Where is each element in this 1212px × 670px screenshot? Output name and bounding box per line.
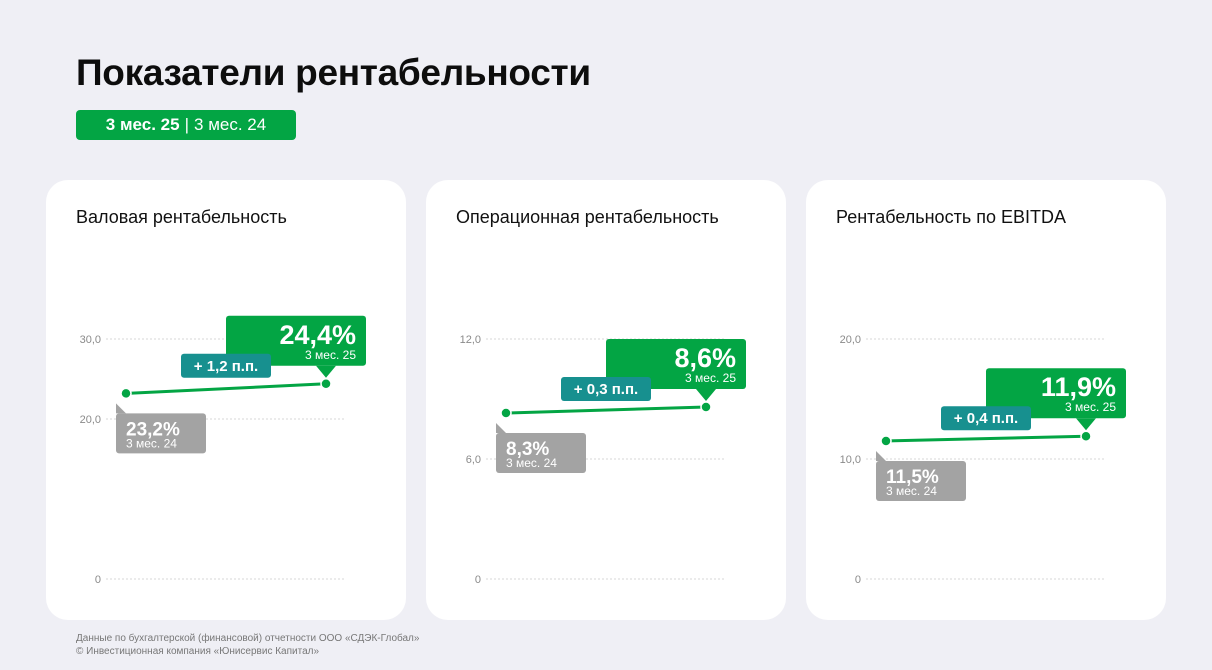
chart-title: Рентабельность по EBITDA <box>836 207 1066 227</box>
current-label-pointer <box>1076 418 1096 431</box>
current-period-label: 3 мес. 25 <box>1065 400 1116 414</box>
prev-period-label: 3 мес. 24 <box>126 436 177 450</box>
current-label-pointer <box>696 389 716 401</box>
data-point-prev <box>120 387 132 400</box>
current-value-label: 8,6% <box>674 343 736 373</box>
period-current-label: 3 мес. 25 <box>105 115 180 134</box>
chart-svg-operating-margin: 12,0 6,0 0 8,3%3 мес. 24 8,6%3 мес. 25 + 0,3 … <box>460 334 746 586</box>
prev-value-box <box>496 433 586 473</box>
data-point-current <box>1080 430 1092 442</box>
current-label-pointer <box>316 365 336 378</box>
chart-svg-gross-margin: 30,0 20,0 0 23,2%3 мес. 24 24,4%3 мес. 25 + 1… <box>80 315 366 586</box>
chart-svg-ebitda-margin: 20,0 10,0 0 11,5%3 мес. 24 11,9%3 мес. 25 + 0… <box>840 334 1126 586</box>
chart-card-ebitda-margin: Рентабельность по EBITDA 20,0 10,0 0 11,5% 3… <box>806 180 1166 620</box>
delta-label: + 0,4 п.п. <box>954 410 1018 427</box>
chart-title: Валовая рентабельность <box>76 207 287 227</box>
prev-value-label: 11,5% <box>886 467 939 488</box>
delta-label: + 0,3 п.п. <box>574 381 638 398</box>
prev-period-label: 3 мес. 24 <box>506 456 557 470</box>
period-separator: | <box>184 115 190 134</box>
footnote-copyright: © Инвестиционная компания «Юнисервис Кап… <box>76 646 320 657</box>
prev-value-box <box>116 413 206 454</box>
chart-title: Операционная рентабельность <box>456 207 719 227</box>
data-point-prev <box>880 435 892 447</box>
current-value-box <box>986 368 1126 419</box>
current-value-box <box>606 339 746 389</box>
period-legend-badge: 3 мес. 25 | 3 мес. 24 <box>76 110 296 140</box>
current-value-label: 24,4% <box>279 320 356 350</box>
current-value-label: 11,9% <box>1041 372 1116 402</box>
y-tick-label: 0 <box>855 574 861 586</box>
current-value-box <box>226 315 366 366</box>
page-title: Показатели рентабельности <box>76 52 591 93</box>
y-tick-label: 12,0 <box>460 334 481 346</box>
y-tick-label: 10,0 <box>840 454 861 466</box>
delta-badge <box>561 377 651 401</box>
prev-value-label: 8,3% <box>506 439 549 460</box>
footnote: Данные по бухгалтерской (финансовой) отч… <box>76 632 419 658</box>
y-tick-label: 20,0 <box>80 414 101 426</box>
y-tick-label: 6,0 <box>466 454 481 466</box>
prev-period-label: 3 мес. 24 <box>886 484 937 498</box>
data-point-prev <box>500 407 512 419</box>
delta-label: + 1,2 п.п. <box>194 358 258 375</box>
prev-label-pointer <box>496 423 506 433</box>
series-line <box>505 405 707 415</box>
series-line <box>885 434 1087 443</box>
delta-badge <box>941 406 1031 431</box>
prev-label-pointer <box>876 451 886 461</box>
series-line <box>125 382 327 395</box>
y-tick-label: 20,0 <box>840 334 861 346</box>
prev-label-pointer <box>116 403 126 414</box>
chart-card-operating-margin: Операционная рентабельность 12,0 6,0 0 8,3%… <box>426 180 786 620</box>
prev-value-box <box>876 461 966 501</box>
period-previous-label: 3 мес. 24 <box>194 115 267 134</box>
current-period-label: 3 мес. 25 <box>685 371 736 385</box>
data-point-current <box>320 378 332 390</box>
y-tick-label: 0 <box>95 574 101 586</box>
footnote-source: Данные по бухгалтерской (финансовой) отч… <box>76 633 420 644</box>
y-tick-label: 30,0 <box>80 334 101 346</box>
y-tick-label: 0 <box>475 574 481 586</box>
prev-value-label: 23,2% <box>126 419 180 440</box>
data-point-current <box>700 401 712 413</box>
current-period-label: 3 мес. 25 <box>305 348 356 362</box>
delta-badge <box>181 353 271 378</box>
chart-card-gross-margin: Валовая рентабельность 30,0 20,0 0 23,2% 3 м… <box>46 180 406 620</box>
